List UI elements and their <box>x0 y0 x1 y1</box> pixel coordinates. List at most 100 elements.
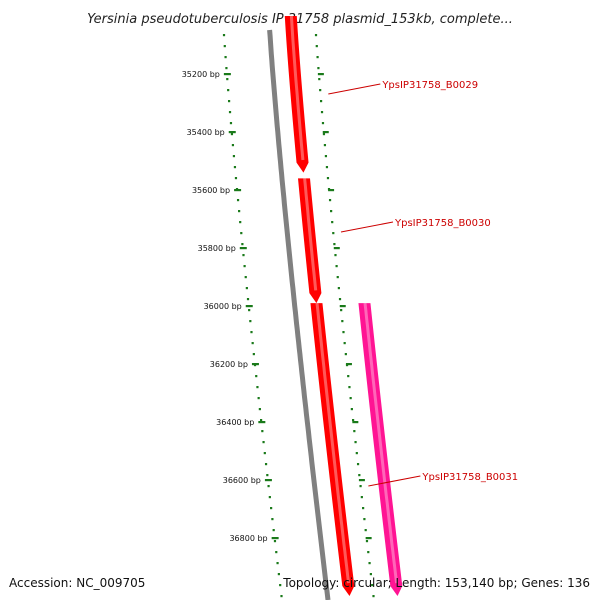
ring-dot <box>262 441 265 444</box>
gene-label[interactable]: YpsIP31758_B0031 <box>421 472 518 483</box>
ring-dot <box>226 78 229 81</box>
ring-dot <box>249 320 252 323</box>
ring-dot <box>258 408 261 411</box>
tick-mark-outer <box>345 363 352 366</box>
map-title: Yersinia pseudotuberculosis IP 31758 pla… <box>87 12 513 27</box>
ring-dot <box>243 265 246 268</box>
ring-dot <box>259 419 263 422</box>
tick-label: 36200 bp <box>210 360 248 369</box>
tick-mark-outer <box>322 131 329 134</box>
ring-dot <box>228 111 232 114</box>
ring-dot <box>365 540 369 543</box>
ring-dot <box>251 342 254 345</box>
tick-mark <box>258 421 266 424</box>
ring-dot <box>277 573 280 576</box>
ring-dot <box>229 122 233 125</box>
ring-dot <box>320 111 324 114</box>
ring-dot <box>356 463 360 466</box>
gene-label-leader <box>328 83 381 95</box>
ring-dot <box>240 232 243 235</box>
ring-dot <box>248 309 251 312</box>
ring-dot <box>244 276 247 279</box>
ring-dot <box>359 485 362 488</box>
gene-highlight <box>315 302 351 584</box>
tick-mark-outer <box>328 189 335 192</box>
ring-dot <box>257 397 260 400</box>
ring-dot <box>347 375 350 378</box>
tick-label: 36400 bp <box>216 418 254 427</box>
gene-arrow[interactable] <box>310 303 355 596</box>
ring-dot <box>264 463 268 466</box>
tick-mark <box>245 305 253 308</box>
ring-dot <box>250 331 253 334</box>
ring-dot <box>266 474 269 477</box>
ring-dot <box>268 496 271 499</box>
tick-mark <box>251 363 259 366</box>
ring-dot <box>358 474 361 477</box>
ring-dot <box>354 441 357 444</box>
ring-dot <box>267 485 270 488</box>
gene-arrow[interactable] <box>358 303 403 596</box>
ring-dot <box>330 210 333 213</box>
ring-dot <box>227 89 230 92</box>
dotted-ring-outer <box>314 34 375 598</box>
accession-text: Accession: NC_009705 <box>9 576 146 590</box>
ring-dot <box>371 584 374 587</box>
ring-dot <box>270 507 273 510</box>
ring-dot <box>241 243 244 246</box>
ring-dot <box>276 562 279 565</box>
gene-label-leader <box>368 475 421 487</box>
tick-label: 35800 bp <box>198 244 236 253</box>
tick-mark <box>223 73 231 76</box>
ring-dot <box>353 430 356 433</box>
ring-dot <box>255 375 258 378</box>
tick-label: 35200 bp <box>182 70 220 79</box>
ring-dot <box>223 45 226 48</box>
tick-mark <box>228 131 236 134</box>
ring-dot <box>263 452 266 455</box>
ring-dot <box>333 243 336 246</box>
gene-label-leader <box>340 221 394 233</box>
ring-dot <box>316 56 319 59</box>
ring-dot <box>368 562 371 565</box>
gene-label[interactable]: YpsIP31758_B0030 <box>394 218 491 229</box>
tick-mark-outer <box>317 73 324 76</box>
ring-dot <box>334 254 337 257</box>
ring-dot <box>279 584 282 587</box>
ring-dot <box>332 232 335 235</box>
ring-dot <box>273 540 277 543</box>
ring-dot <box>348 386 351 389</box>
tick-label: 36600 bp <box>223 476 261 485</box>
ring-dot <box>323 144 327 147</box>
ring-dot <box>355 452 358 455</box>
ring-dot <box>234 177 238 180</box>
gene-arrow[interactable] <box>284 16 309 173</box>
gene-highlight <box>363 302 399 584</box>
gene-label[interactable]: YpsIP31758_B0029 <box>381 80 478 91</box>
ring-dot <box>349 397 352 400</box>
tick-mark-outer <box>352 421 359 424</box>
tick-mark-outer <box>358 479 365 482</box>
gene-features <box>284 15 403 596</box>
ring-dot <box>242 254 245 257</box>
topology-summary: Topology: circular; Length: 153,140 bp; … <box>283 576 590 590</box>
gene-arrow[interactable] <box>297 178 322 304</box>
ring-dot <box>261 430 264 433</box>
tick-label: 36000 bp <box>204 302 242 311</box>
ring-dot <box>367 551 370 554</box>
ring-dot <box>369 573 372 576</box>
ring-dot <box>372 595 375 598</box>
ring-dot <box>314 34 318 37</box>
backbone-line <box>267 29 331 600</box>
ring-dot <box>342 331 345 334</box>
ring-dot <box>245 287 248 290</box>
ring-dot <box>256 386 259 389</box>
tick-label: 36800 bp <box>229 534 267 543</box>
ring-dot <box>246 298 250 301</box>
ring-dot <box>230 133 234 136</box>
ring-dot <box>326 177 330 180</box>
ring-dot <box>325 166 329 169</box>
ring-dot <box>272 529 275 532</box>
ring-dot <box>224 56 227 59</box>
